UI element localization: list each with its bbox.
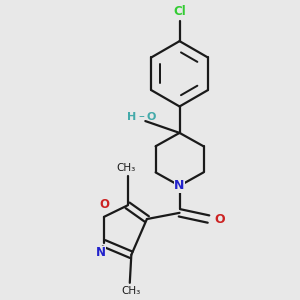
Text: Cl: Cl (173, 5, 186, 18)
Text: O: O (99, 198, 109, 211)
Text: N: N (96, 246, 106, 260)
Text: O: O (147, 112, 156, 122)
Text: N: N (174, 179, 185, 192)
Text: H: H (127, 112, 136, 122)
Text: O: O (214, 213, 225, 226)
Text: CH₃: CH₃ (116, 163, 136, 173)
Text: –: – (138, 110, 144, 124)
Text: CH₃: CH₃ (122, 286, 141, 296)
